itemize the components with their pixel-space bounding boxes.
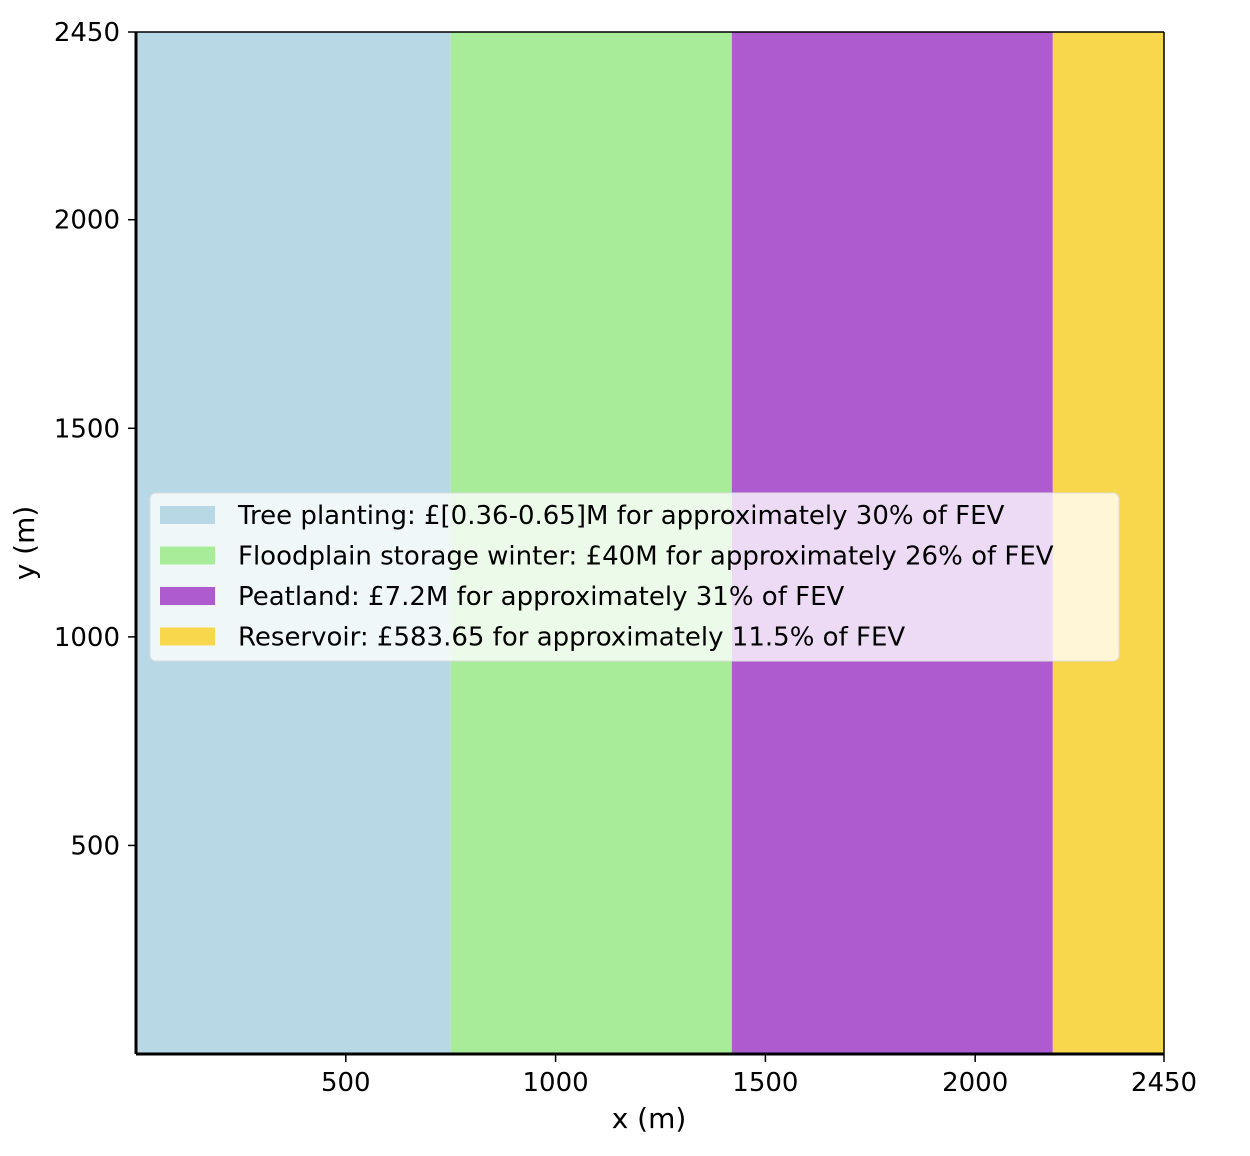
axes [134,31,1165,1056]
legend-frame [149,492,1120,662]
legend-swatch [160,587,215,605]
legend-entry: Reservoir: £583.65 for approximately 11.… [238,623,905,653]
x-tick-label: 1500 [732,1068,798,1098]
y-tick-label: 2000 [54,206,120,236]
legend-entry: Floodplain storage winter: £40M for appr… [238,542,1054,572]
y-tick-label: 2450 [54,18,120,48]
x-axis-ticks: 500 1000 1500 2000 2450 [321,1054,1197,1098]
x-tick-label: 500 [321,1068,371,1098]
y-tick-label: 500 [70,831,120,861]
x-axis-label: x (m) [612,1102,687,1135]
x-tick-label: 2000 [942,1068,1008,1098]
x-tick-label: 2450 [1131,1068,1197,1098]
y-axis-ticks: 500 1000 1500 2000 2450 [54,18,136,861]
legend-swatch [160,546,215,565]
legend-entry: Tree planting: £[0.36-0.65]M for approxi… [237,501,1005,531]
legend: Tree planting: £[0.36-0.65]M for approxi… [149,492,1120,662]
legend-swatch [160,506,215,524]
y-tick-label: 1500 [54,414,120,444]
legend-swatch [160,627,215,646]
y-tick-label: 1000 [54,623,120,653]
legend-entry: Peatland: £7.2M for approximately 31% of… [238,582,845,612]
y-axis-label: y (m) [8,506,41,581]
x-tick-label: 1000 [523,1068,589,1098]
